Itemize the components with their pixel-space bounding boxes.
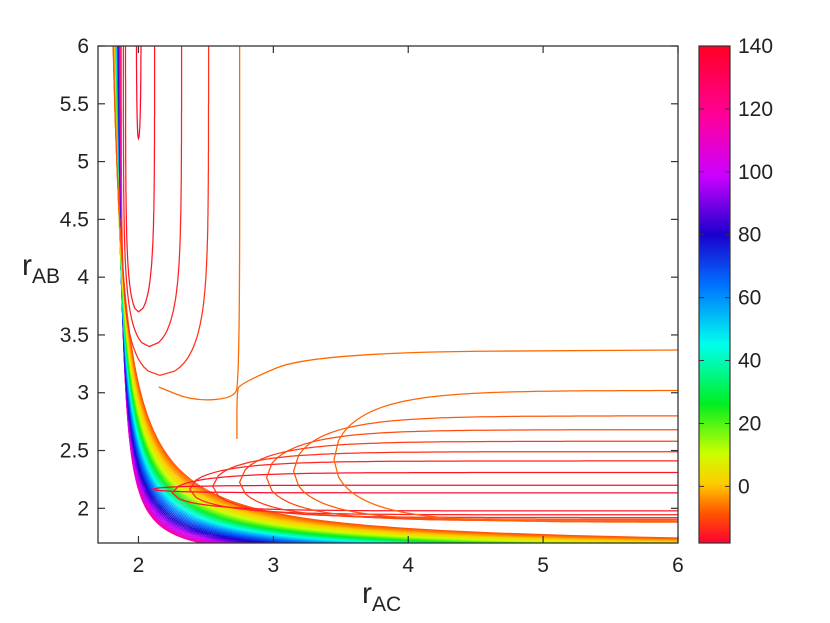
x-axis-label: rAC — [362, 577, 401, 616]
x-axis-label-main: r — [362, 577, 372, 610]
contour-layer — [112, 46, 678, 543]
colorbar-tick-label: 20 — [738, 412, 761, 435]
contour-line — [333, 389, 678, 523]
x-tick-label: 6 — [672, 554, 684, 577]
contour-line — [135, 46, 142, 141]
colorbar-tick-label: 0 — [738, 475, 750, 498]
contour-line — [238, 440, 678, 520]
separatrix-line — [158, 46, 241, 401]
y-tick-label: 6 — [77, 35, 89, 58]
contour-line — [120, 46, 210, 377]
y-axis-ticks: 2 2.5 3 3.5 4 4.5 5 5.5 6 — [60, 35, 678, 520]
contour-line — [122, 46, 183, 348]
plot-area — [98, 46, 678, 543]
colorbar-tick-label: 140 — [738, 35, 773, 58]
x-tick-label: 4 — [402, 554, 414, 577]
y-axis-label-sub: AB — [32, 265, 60, 288]
y-tick-label: 2 — [77, 497, 89, 520]
y-tick-label: 2.5 — [60, 440, 89, 463]
colorbar-tick-label: 40 — [738, 350, 761, 373]
y-tick-label: 5 — [77, 151, 89, 174]
contour-line — [124, 46, 156, 313]
y-tick-label: 3 — [77, 382, 89, 405]
y-axis-label: rAB — [22, 249, 60, 288]
y-axis-label-main: r — [22, 249, 32, 282]
y-tick-label: 4 — [77, 266, 89, 289]
x-tick-label: 2 — [133, 554, 145, 577]
x-axis-label-sub: AC — [372, 593, 401, 616]
x-tick-label: 3 — [268, 554, 280, 577]
contour-line — [188, 460, 678, 516]
colorbar-tick-label: 120 — [738, 98, 773, 121]
colorbar-tick-label: 100 — [738, 161, 773, 184]
colorbar-ticks: 0 20 40 60 80 100 120 140 — [699, 35, 773, 498]
colorbar-tick-label: 60 — [738, 287, 761, 310]
colorbar-tick-label: 80 — [738, 224, 761, 247]
contour-line — [171, 471, 678, 512]
contour-line — [151, 484, 678, 494]
separatrix-line — [236, 349, 678, 439]
y-tick-label: 5.5 — [60, 93, 89, 116]
colorbar — [698, 45, 731, 544]
plot-frame — [97, 45, 679, 544]
x-tick-label: 5 — [537, 554, 549, 577]
y-tick-label: 4.5 — [60, 208, 89, 231]
y-tick-label: 3.5 — [60, 324, 89, 347]
x-axis-ticks: 2 3 4 5 6 — [133, 46, 684, 577]
contour-line — [211, 451, 678, 519]
